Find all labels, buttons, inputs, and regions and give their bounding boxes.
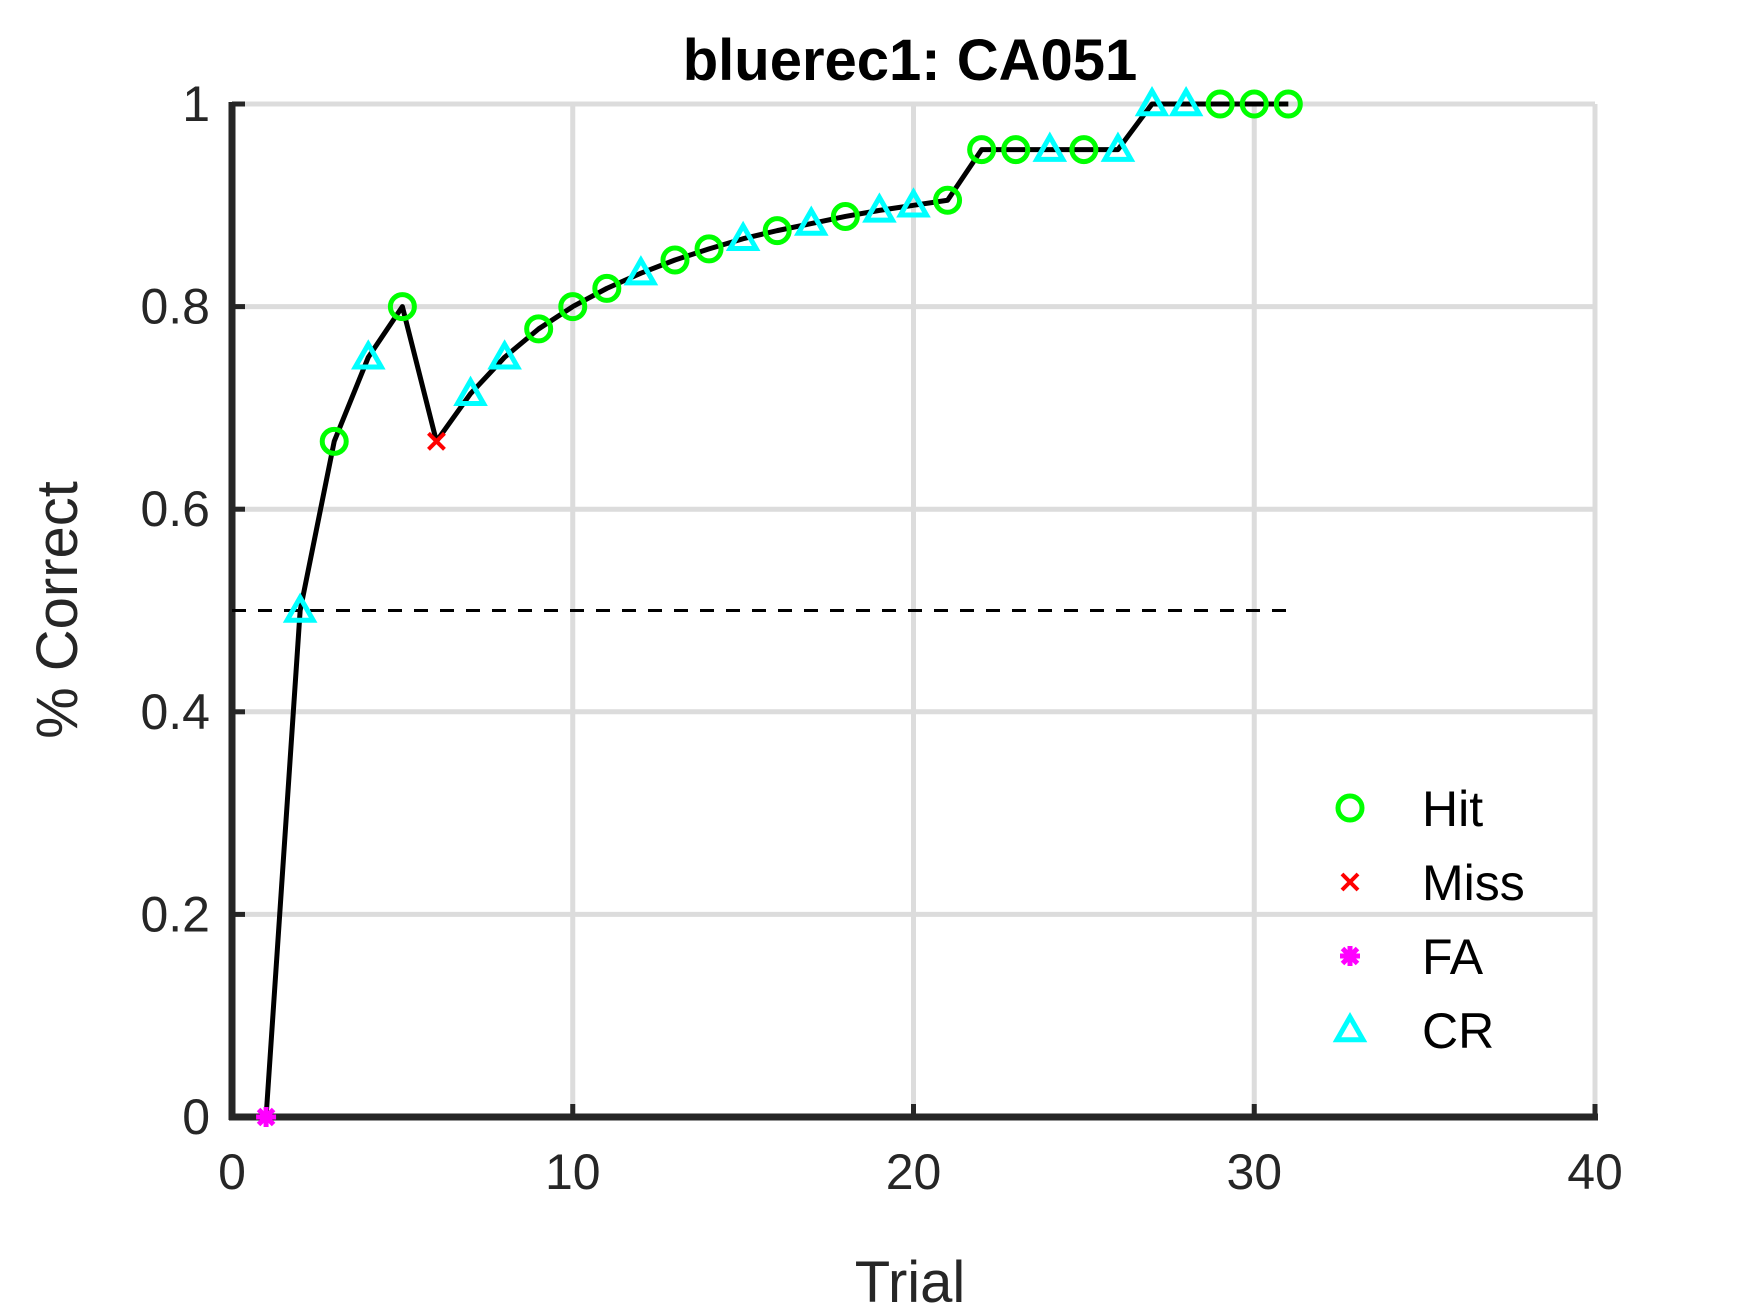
point-cr	[725, 220, 761, 251]
point-cr	[1168, 85, 1204, 117]
point-hit	[830, 201, 860, 231]
legend-marker-fa-stroke	[1340, 946, 1360, 966]
plot-area	[232, 85, 1303, 1127]
legend-label-fa: FA	[1422, 929, 1484, 985]
y-tick-label: 0.8	[140, 279, 210, 335]
point-miss	[427, 431, 446, 451]
y-axis-label: % Correct	[25, 481, 90, 739]
legend-marker-miss	[1340, 872, 1360, 892]
legend-item-miss: Miss	[1340, 855, 1525, 911]
legend-label-miss: Miss	[1422, 855, 1525, 911]
point-miss-stroke	[427, 431, 446, 451]
point-hit	[1001, 135, 1031, 165]
point-hit	[660, 245, 690, 275]
point-hit	[694, 234, 724, 264]
point-fa-stroke	[256, 1107, 276, 1127]
y-tick-label: 0.4	[140, 684, 210, 740]
y-tick-label: 1	[182, 76, 210, 132]
legend-item-hit: Hit	[1335, 781, 1483, 837]
legend-marker-cr	[1332, 1011, 1368, 1043]
legend-marker-miss-stroke	[1340, 872, 1360, 892]
point-hit	[319, 426, 349, 456]
point-hit	[1239, 89, 1269, 119]
point-cr	[1134, 85, 1170, 117]
point-hit	[387, 292, 417, 322]
point-hit	[558, 292, 588, 322]
legend-marker-fa	[1340, 946, 1360, 966]
point-cr	[350, 339, 386, 370]
y-tick-label: 0.2	[140, 886, 210, 942]
x-tick-label: 0	[218, 1144, 246, 1200]
x-tick-label: 40	[1567, 1144, 1623, 1200]
legend-label-hit: Hit	[1422, 781, 1483, 837]
chart-title: bluerec1: CA051	[683, 28, 1138, 93]
point-cr	[453, 375, 488, 406]
point-cr	[282, 592, 318, 623]
point-hit	[933, 185, 963, 215]
point-hit	[1273, 89, 1303, 119]
point-cr	[1032, 131, 1068, 162]
point-hit	[524, 314, 554, 344]
legend: Hit Miss FA CR	[1332, 781, 1525, 1059]
tick-labels: 0 10 20 30 40 0 0.2 0.4 0.6 0.8 1	[140, 76, 1622, 1200]
point-cr	[487, 339, 522, 370]
point-cr	[1100, 131, 1136, 162]
point-cr	[862, 192, 897, 223]
legend-item-fa: FA	[1340, 929, 1484, 985]
point-hit	[762, 216, 792, 246]
point-hit	[592, 273, 622, 303]
legend-label-cr: CR	[1422, 1003, 1494, 1059]
point-cr	[793, 205, 829, 236]
x-axis-label: Trial	[855, 1250, 966, 1313]
point-hit	[1205, 89, 1235, 119]
x-tick-label: 10	[545, 1144, 601, 1200]
y-tick-label: 0.6	[140, 481, 210, 537]
point-fa	[256, 1107, 277, 1127]
point-hit	[1069, 135, 1099, 165]
x-tick-label: 30	[1226, 1144, 1282, 1200]
point-hit	[967, 135, 997, 165]
point-cr	[623, 255, 659, 286]
y-tick-label: 0	[182, 1089, 210, 1145]
x-tick-label: 20	[886, 1144, 942, 1200]
point-cr	[896, 187, 931, 218]
legend-marker-hit	[1335, 793, 1365, 823]
legend-item-cr: CR	[1332, 1003, 1494, 1059]
